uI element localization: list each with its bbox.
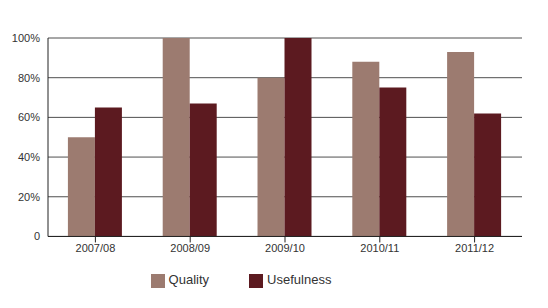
svg-text:2011/12: 2011/12	[455, 242, 494, 254]
svg-text:100%: 100%	[12, 32, 40, 44]
svg-text:2010/11: 2010/11	[360, 242, 399, 254]
svg-text:2007/08: 2007/08	[76, 242, 116, 254]
svg-text:60%: 60%	[18, 111, 40, 123]
svg-text:20%: 20%	[18, 191, 40, 203]
svg-text:2008/09: 2008/09	[170, 242, 210, 254]
html-text:Quality: Quality	[168, 272, 210, 288]
html-text:Usefulness: Usefulness	[267, 272, 332, 288]
svg-text:40%: 40%	[18, 151, 40, 163]
svg-text:2009/10: 2009/10	[265, 242, 305, 254]
svg-text:80%: 80%	[18, 72, 40, 84]
svg-text:0: 0	[34, 230, 40, 242]
